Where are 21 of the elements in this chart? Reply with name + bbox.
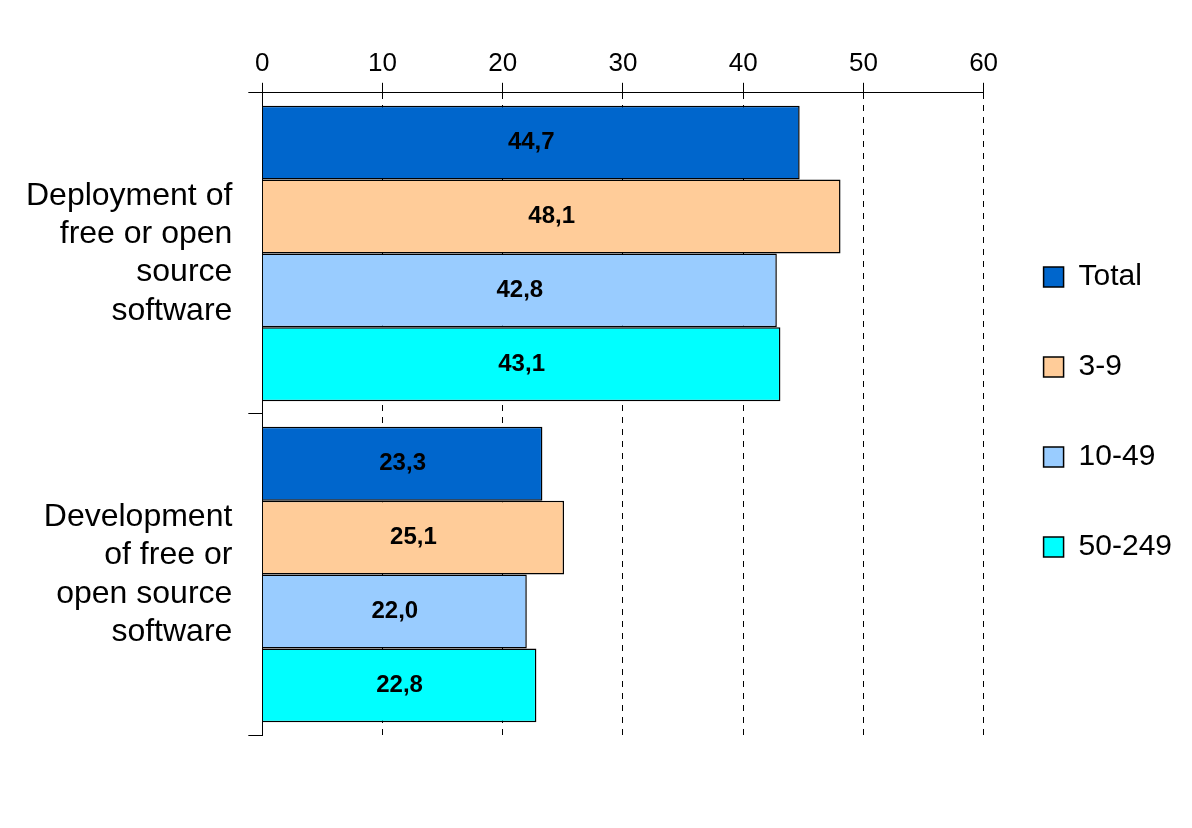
x-tick-label: 0	[255, 47, 270, 78]
data-label: 23,3	[379, 448, 426, 476]
x-tick-label: 50	[848, 47, 878, 78]
x-tick-label: 30	[608, 47, 638, 78]
data-label: 22,0	[371, 596, 419, 624]
data-label: 25,1	[390, 522, 437, 550]
legend-label: Total	[1078, 258, 1142, 292]
data-label: 44,7	[507, 127, 555, 155]
data-label: 48,1	[528, 201, 576, 229]
data-label: 22,8	[376, 670, 423, 698]
x-tick-label: 40	[728, 47, 758, 78]
legend-label: 3-9	[1078, 348, 1122, 382]
y-tick-label: Deployment of free or open source software	[26, 175, 233, 327]
data-label: 43,1	[498, 348, 545, 376]
x-tick-label: 10	[368, 47, 397, 78]
y-tick-label: Development of free or open source software	[43, 496, 233, 649]
x-tick-label: 20	[488, 47, 518, 78]
legend-label: 50-249	[1078, 528, 1173, 562]
x-tick-label: 60	[969, 47, 999, 78]
legend-label: 10-49	[1078, 438, 1156, 472]
data-label: 42,8	[496, 274, 544, 302]
